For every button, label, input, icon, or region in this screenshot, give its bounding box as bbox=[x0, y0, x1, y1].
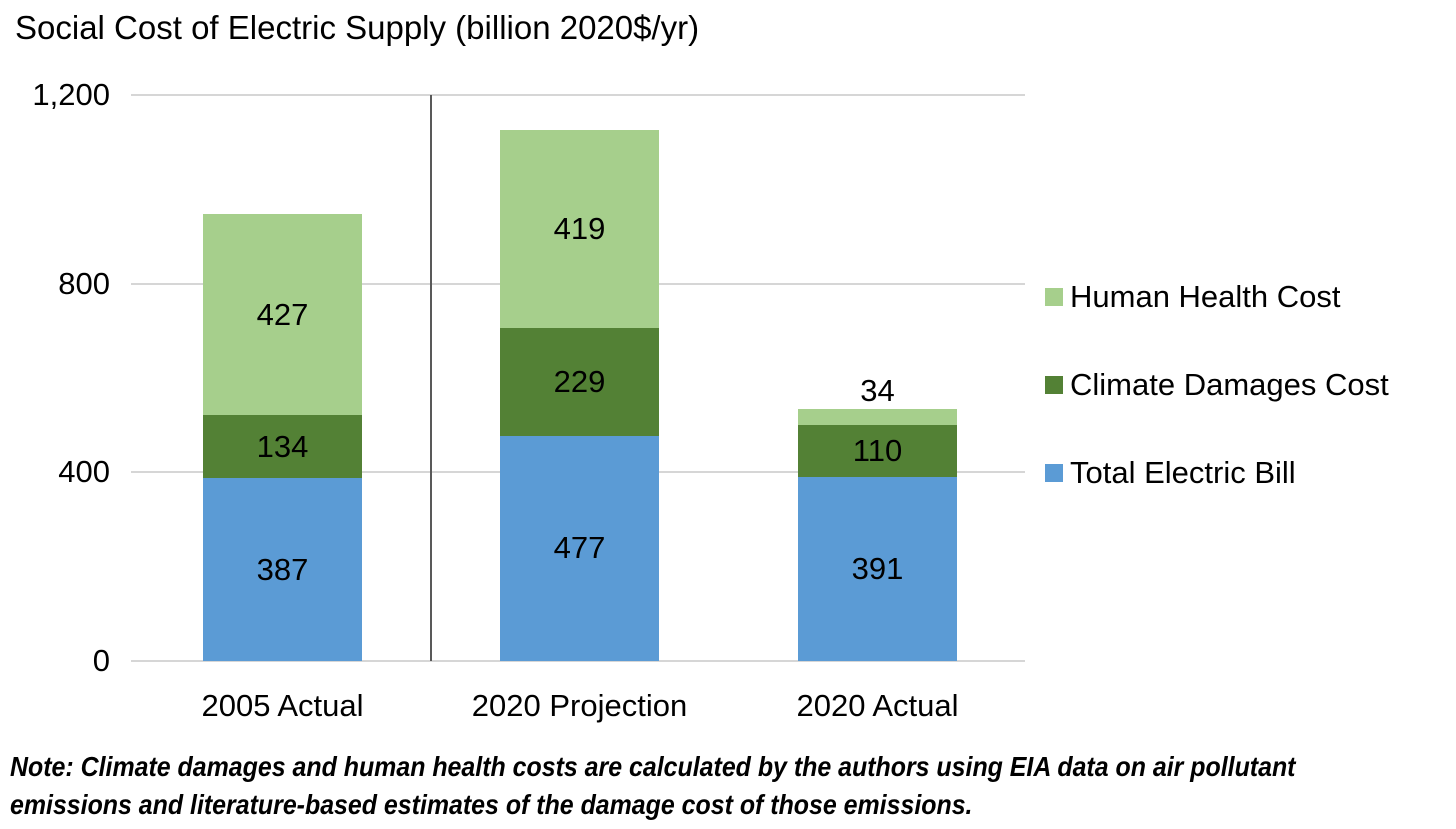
y-tick-0: 0 bbox=[92, 643, 110, 678]
x-axis-label: 2020 Actual bbox=[796, 688, 959, 723]
legend-swatch-icon bbox=[1045, 288, 1063, 306]
chart-note: Note: Climate damages and human health c… bbox=[10, 748, 1295, 824]
legend-swatch-icon bbox=[1045, 464, 1063, 482]
bar-segment bbox=[798, 408, 957, 425]
category-separator-line bbox=[430, 95, 432, 661]
segment-value-label: 229 bbox=[553, 364, 606, 399]
y-tick-1200: 1,200 bbox=[32, 77, 110, 112]
bar-segment: 419 bbox=[500, 130, 659, 328]
chart-title: Social Cost of Electric Supply (billion … bbox=[15, 9, 700, 46]
bar-segment: 391 bbox=[798, 476, 957, 661]
bar-segment: 427 bbox=[203, 213, 362, 416]
segment-value-label: 391 bbox=[851, 550, 904, 586]
gridline-0 bbox=[131, 660, 1025, 662]
legend-item: Human Health Cost bbox=[1045, 279, 1341, 314]
bar-segment: 387 bbox=[203, 478, 362, 661]
bar-segment: 477 bbox=[500, 436, 659, 661]
bar-segment: 110 bbox=[798, 424, 957, 477]
legend-item: Climate Damages Cost bbox=[1045, 367, 1389, 402]
bar-segment: 134 bbox=[203, 415, 362, 479]
segment-value-label: 477 bbox=[553, 530, 606, 566]
bar-segment: 229 bbox=[500, 328, 659, 436]
segment-value-label: 419 bbox=[553, 211, 606, 247]
segment-value-label: 134 bbox=[256, 428, 309, 464]
y-tick-800: 800 bbox=[58, 265, 110, 301]
note-line-2: emissions and literature-based estimates… bbox=[10, 789, 973, 820]
segment-value-label: 427 bbox=[256, 296, 309, 332]
x-axis-label: 2005 Actual bbox=[201, 688, 364, 723]
legend-item: Total Electric Bill bbox=[1045, 455, 1296, 490]
note-line-1: Note: Climate damages and human health c… bbox=[10, 751, 1296, 782]
x-axis-label: 2020 Projection bbox=[471, 688, 688, 723]
legend-label: Climate Damages Cost bbox=[1070, 367, 1389, 402]
segment-value-label: 387 bbox=[256, 551, 309, 587]
gridline-1200 bbox=[131, 94, 1025, 96]
legend-swatch-icon bbox=[1045, 376, 1063, 394]
segment-value-label: 34 bbox=[860, 372, 895, 408]
segment-value-label: 110 bbox=[852, 432, 903, 468]
legend-label: Total Electric Bill bbox=[1070, 455, 1296, 490]
y-tick-400: 400 bbox=[58, 454, 110, 490]
legend-label: Human Health Cost bbox=[1070, 279, 1341, 314]
